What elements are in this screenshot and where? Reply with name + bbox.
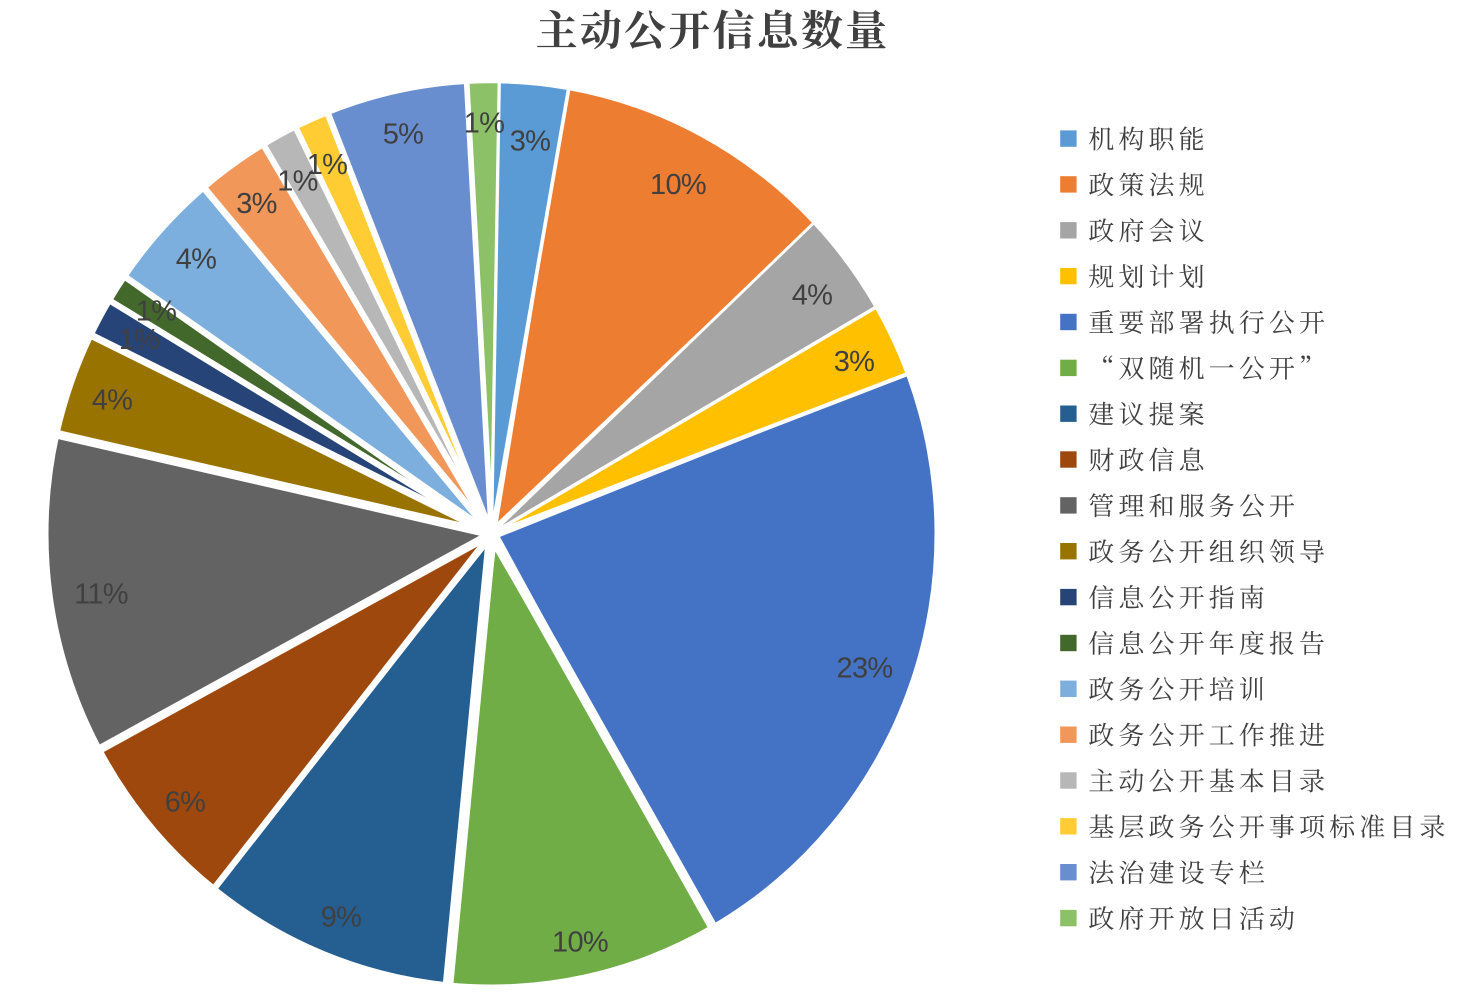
svg-text:1%: 1% [136,295,177,327]
svg-text:1%: 1% [277,165,318,197]
svg-text:10%: 10% [552,926,608,958]
svg-text:6%: 6% [165,786,206,818]
svg-text:1%: 1% [464,107,505,139]
svg-text:1%: 1% [307,149,348,181]
svg-text:5%: 5% [383,118,424,150]
svg-text:4%: 4% [92,384,133,416]
svg-text:11%: 11% [74,578,128,610]
svg-text:3%: 3% [834,346,875,378]
svg-text:9%: 9% [321,901,362,933]
svg-text:10%: 10% [650,169,706,201]
svg-text:23%: 23% [837,652,893,684]
svg-text:3%: 3% [510,125,551,157]
svg-text:3%: 3% [236,188,277,220]
svg-text:4%: 4% [792,279,833,311]
svg-text:4%: 4% [176,243,217,275]
svg-text:1%: 1% [119,324,160,356]
